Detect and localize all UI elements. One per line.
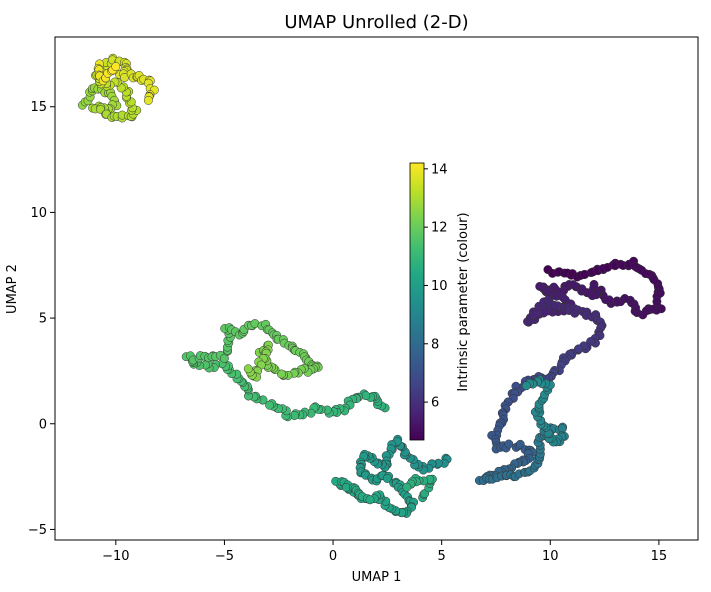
- scatter-point: [361, 391, 371, 401]
- colorbar-tick-label: 8: [431, 337, 439, 352]
- plot-frame: [54, 36, 699, 541]
- scatter-point: [277, 369, 286, 379]
- scatter-point: [504, 439, 514, 449]
- scatter-point: [365, 495, 375, 505]
- chart-title: UMAP Unrolled (2-D): [284, 12, 468, 33]
- colorbar-label: Intrinsic parameter (colour): [456, 212, 471, 391]
- colorbar-tick-label: 6: [431, 396, 439, 411]
- y-tick-label: 0: [39, 417, 47, 432]
- scatter-point: [265, 400, 275, 410]
- y-tick-label: 5: [39, 312, 47, 327]
- scatter-point: [574, 344, 583, 354]
- y-axis: −5 0 5 10 15: [28, 100, 55, 538]
- scatter-point: [243, 364, 253, 374]
- x-tick-label: −5: [215, 549, 234, 564]
- scatter-point: [402, 482, 412, 492]
- y-tick-label: 10: [30, 206, 47, 221]
- y-axis-title: UMAP 2: [5, 264, 20, 314]
- scatter-point: [382, 474, 392, 483]
- x-tick-label: 5: [438, 549, 446, 564]
- x-axis-title: UMAP 1: [352, 570, 402, 585]
- colorbar-gradient: [409, 162, 425, 441]
- colorbar-tick-label: 10: [431, 279, 448, 294]
- scatter-points: [77, 53, 666, 518]
- colorbar-tick-label: 14: [431, 162, 448, 177]
- x-tick-label: −10: [102, 549, 129, 564]
- colorbar-tick-label: 12: [431, 221, 448, 236]
- scatter-point: [143, 95, 153, 105]
- colorbar: 6 8 10 12 14 Intrinsic parameter (colour): [409, 162, 471, 441]
- colorbar-ticks: 6 8 10 12 14: [424, 162, 448, 411]
- x-tick-label: 15: [651, 549, 668, 564]
- scatter-point: [521, 381, 531, 391]
- x-tick-label: 0: [329, 549, 337, 564]
- scatter-point: [111, 62, 121, 72]
- y-tick-label: −5: [28, 523, 47, 538]
- y-tick-label: 15: [30, 100, 47, 115]
- x-tick-label: 10: [542, 549, 559, 564]
- x-axis: −10 −5 0 5 10 15: [102, 540, 667, 564]
